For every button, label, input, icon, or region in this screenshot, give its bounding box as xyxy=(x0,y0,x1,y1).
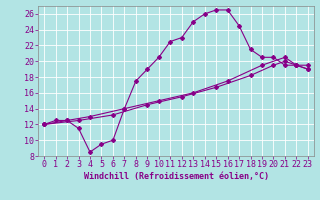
X-axis label: Windchill (Refroidissement éolien,°C): Windchill (Refroidissement éolien,°C) xyxy=(84,172,268,181)
